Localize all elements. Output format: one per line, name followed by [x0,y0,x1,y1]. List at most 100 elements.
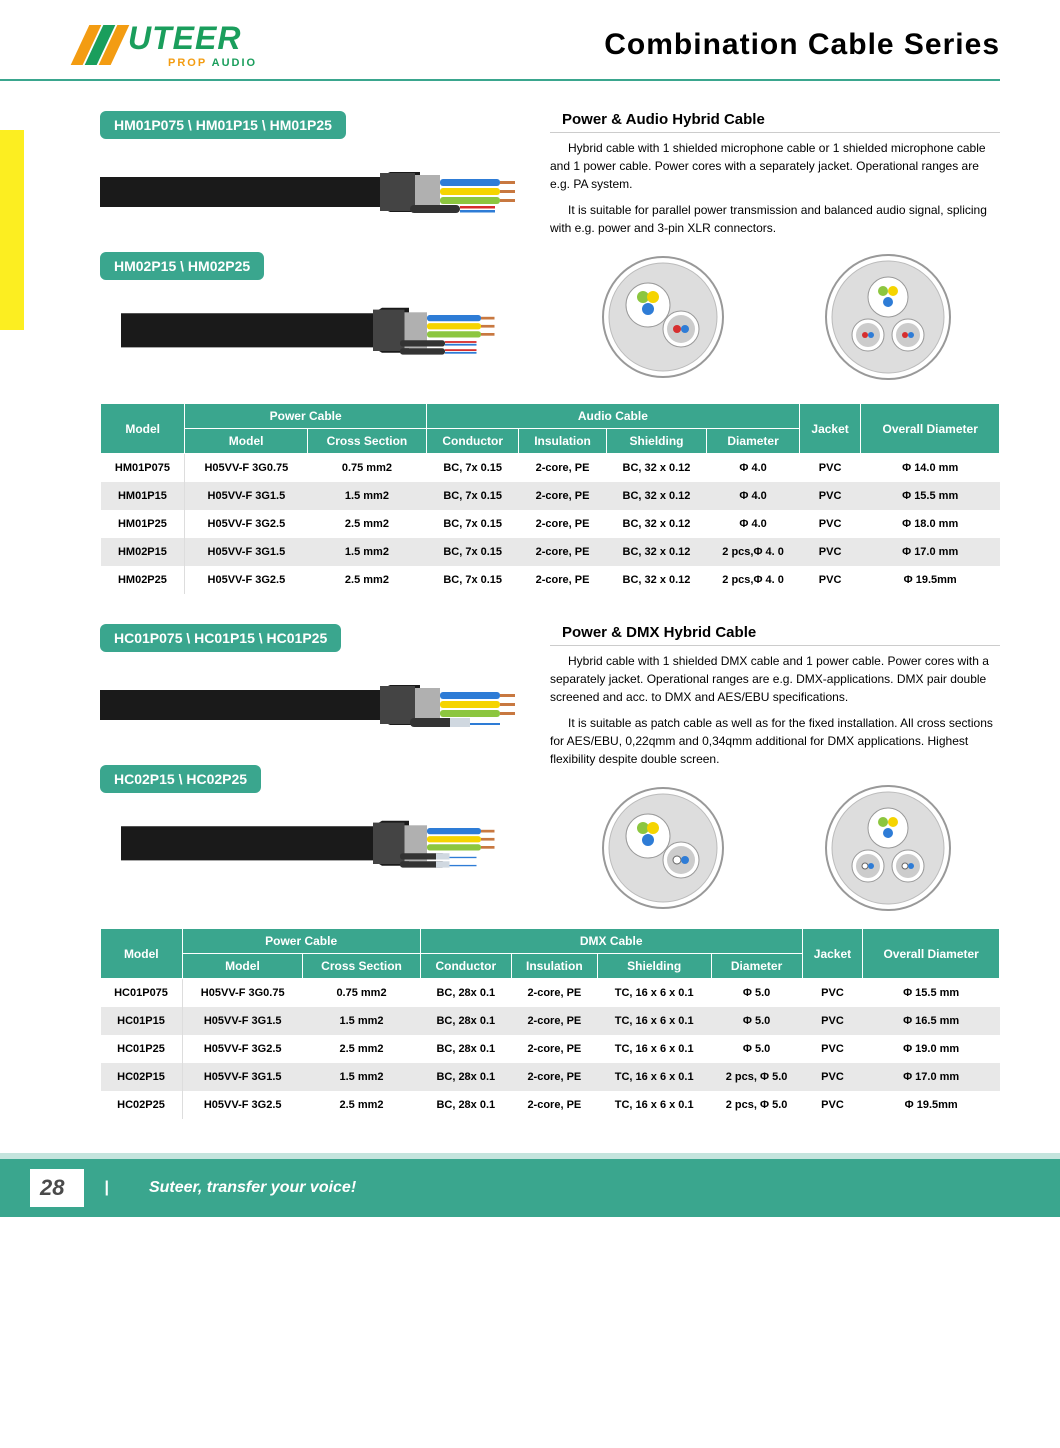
section1-para2: It is suitable for parallel power transm… [550,201,1000,237]
table-cell: PVC [802,1007,863,1035]
table-cell: Φ 19.5mm [863,1091,1000,1119]
table-cell: H05VV-F 3G2.5 [185,510,308,538]
table-cell: 2-core, PE [519,566,606,594]
table-cell: TC, 16 x 6 x 0.1 [597,1091,711,1119]
table-cell: 0.75 mm2 [307,454,426,483]
table-cell: HM02P25 [101,566,185,594]
cross-section-hc01-icon [593,778,733,918]
table-cell: Φ 4.0 [707,510,799,538]
model-tab-hm02: HM02P15 \ HM02P25 [100,252,264,280]
table-row: HC02P15H05VV-F 3G1.51.5 mm2BC, 28x 0.12-… [101,1063,1000,1091]
th2-model: Model [101,929,183,979]
th2-sub-cond: Conductor [420,954,511,979]
table-cell: BC, 7x 0.15 [426,566,518,594]
table-row: HM02P15H05VV-F 3G1.51.5 mm2BC, 7x 0.152-… [101,538,1000,566]
table-row: HM01P25H05VV-F 3G2.52.5 mm2BC, 7x 0.152-… [101,510,1000,538]
table-cell: 1.5 mm2 [307,538,426,566]
table-row: HC01P15H05VV-F 3G1.51.5 mm2BC, 28x 0.12-… [101,1007,1000,1035]
model-tab-hc01: HC01P075 \ HC01P15 \ HC01P25 [100,624,341,652]
table-cell: PVC [802,1035,863,1063]
table-cell: PVC [802,1091,863,1119]
table-row: HM01P15H05VV-F 3G1.51.5 mm2BC, 7x 0.152-… [101,482,1000,510]
table-cell: 1.5 mm2 [303,1007,420,1035]
brand-name: UTEER [128,20,257,57]
table-cell: PVC [799,482,861,510]
table-cell: HC02P15 [101,1063,183,1091]
th-jacket: Jacket [799,404,861,454]
table-cell: H05VV-F 3G2.5 [182,1091,303,1119]
table-cell: Φ 17.0 mm [863,1063,1000,1091]
logo-slashes-icon [80,25,120,65]
table-row: HM02P25H05VV-F 3G2.52.5 mm2BC, 7x 0.152-… [101,566,1000,594]
table-cell: H05VV-F 3G1.5 [185,538,308,566]
th2-sub-shield: Shielding [597,954,711,979]
th2-jacket: Jacket [802,929,863,979]
brand-logo: UTEER PROP AUDIO [80,20,257,69]
cross-section-hc02-icon [818,778,958,918]
table-cell: BC, 28x 0.1 [420,1063,511,1091]
table-cell: PVC [802,1063,863,1091]
th2-dmx: DMX Cable [420,929,802,954]
cable-illustration-hc01 [100,660,520,750]
table-cell: TC, 16 x 6 x 0.1 [597,979,711,1008]
table-cell: HC01P25 [101,1035,183,1063]
table-cell: HC01P15 [101,1007,183,1035]
table-cell: BC, 7x 0.15 [426,510,518,538]
table-cell: TC, 16 x 6 x 0.1 [597,1035,711,1063]
section-dmx-hybrid: HC01P075 \ HC01P15 \ HC01P25 [100,624,1000,1119]
table-cell: Φ 18.0 mm [861,510,1000,538]
table-cell: 1.5 mm2 [303,1063,420,1091]
table-cell: BC, 32 x 0.12 [606,454,707,483]
table-cell: HM01P15 [101,482,185,510]
th2-power: Power Cable [182,929,420,954]
table-cell: 2-core, PE [511,1035,597,1063]
table-cell: Φ 17.0 mm [861,538,1000,566]
table-cell: 2-core, PE [519,538,606,566]
table-cell: 2-core, PE [511,1007,597,1035]
table-cell: Φ 19.5mm [861,566,1000,594]
table-cell: BC, 32 x 0.12 [606,538,707,566]
model-tab-hc02: HC02P15 \ HC02P25 [100,765,261,793]
section1-para1: Hybrid cable with 1 shielded microphone … [550,139,1000,193]
table-cell: BC, 32 x 0.12 [606,510,707,538]
table-cell: Φ 4.0 [707,454,799,483]
table-cell: BC, 32 x 0.12 [606,566,707,594]
table-row: HC02P25H05VV-F 3G2.52.5 mm2BC, 28x 0.12-… [101,1091,1000,1119]
table-cell: PVC [799,566,861,594]
table-cell: 1.5 mm2 [307,482,426,510]
th-sub-model: Model [185,429,308,454]
table-cell: TC, 16 x 6 x 0.1 [597,1063,711,1091]
table-cell: 2.5 mm2 [307,566,426,594]
th2-sub-insul: Insulation [511,954,597,979]
table-cell: 2-core, PE [519,454,606,483]
table-cell: Φ 5.0 [711,1007,802,1035]
table-cell: 2-core, PE [511,1063,597,1091]
th2-overall: Overall Diameter [863,929,1000,979]
table-cell: Φ 19.0 mm [863,1035,1000,1063]
brand-tagline: PROP AUDIO [168,57,257,69]
section2-title: Power & DMX Hybrid Cable [550,624,1000,646]
table-cell: Φ 5.0 [711,979,802,1008]
side-accent-bar [0,130,24,330]
table-cell: 2.5 mm2 [307,510,426,538]
table-cell: Φ 4.0 [707,482,799,510]
table-cell: 2 pcs, Φ 5.0 [711,1091,802,1119]
table-cell: 0.75 mm2 [303,979,420,1008]
table-cell: HM02P15 [101,538,185,566]
table-cell: HC01P075 [101,979,183,1008]
th2-sub-model: Model [182,954,303,979]
cable-illustration-hc02 [100,801,520,891]
table-cell: 2-core, PE [519,510,606,538]
table-cell: Φ 15.5 mm [863,979,1000,1008]
cable-illustration-hm02 [100,288,520,378]
table-cell: BC, 28x 0.1 [420,1091,511,1119]
cross-section-hm01-icon [593,247,733,387]
th-sub-cond: Conductor [426,429,518,454]
page-footer: 28 | Suteer, transfer your voice! [0,1159,1060,1217]
table-cell: HC02P25 [101,1091,183,1119]
table-cell: H05VV-F 3G1.5 [185,482,308,510]
th2-sub-diam: Diameter [711,954,802,979]
table-cell: TC, 16 x 6 x 0.1 [597,1007,711,1035]
th-sub-insul: Insulation [519,429,606,454]
cable-illustration-hm01 [100,147,520,237]
